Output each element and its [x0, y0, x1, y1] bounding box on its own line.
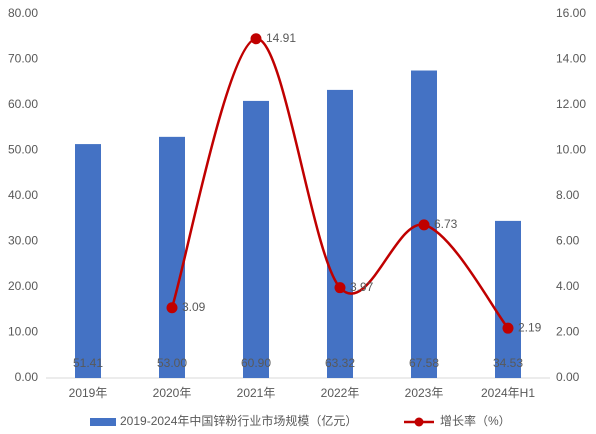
y2-tick-label: 0.00 [556, 370, 580, 384]
y-tick-label: 0.00 [15, 370, 39, 384]
bar-value-label: 60.90 [241, 356, 271, 370]
y-tick-label: 10.00 [8, 325, 38, 339]
bar [243, 100, 269, 378]
y-tick-label: 30.00 [8, 234, 38, 248]
line-value-label: 6.73 [434, 217, 458, 231]
bar-value-label: 53.00 [157, 356, 187, 370]
x-tick-label: 2021年 [237, 386, 276, 400]
line-value-label: 14.91 [266, 31, 296, 45]
line-marker [418, 219, 430, 231]
line-value-label: 3.09 [182, 300, 206, 314]
y2-tick-label: 12.00 [556, 97, 586, 111]
bar [159, 136, 185, 378]
legend-label: 增长率（%） [440, 413, 511, 428]
line-value-label: 2.19 [518, 320, 542, 334]
bar-value-label: 34.53 [493, 356, 523, 370]
y2-tick-label: 8.00 [556, 188, 580, 202]
bar [327, 89, 353, 379]
bar-value-label: 51.41 [73, 356, 103, 370]
line-marker [334, 282, 346, 294]
line-marker [502, 322, 514, 334]
y-tick-label: 70.00 [8, 52, 38, 66]
y2-tick-label: 10.00 [556, 143, 586, 157]
y-tick-label: 80.00 [8, 6, 38, 20]
x-tick-label: 2019年 [69, 386, 108, 400]
bar [495, 220, 521, 378]
bar-value-label: 63.32 [325, 356, 355, 370]
legend-swatch [90, 418, 116, 426]
line-marker [166, 302, 178, 314]
y2-tick-label: 4.00 [556, 279, 580, 293]
legend-swatch [414, 417, 424, 427]
legend-label: 2019-2024年中国锌粉行业市场规模（亿元） [120, 413, 357, 428]
y2-tick-label: 6.00 [556, 234, 580, 248]
y2-tick-label: 14.00 [556, 52, 586, 66]
y-tick-label: 50.00 [8, 143, 38, 157]
y2-tick-label: 2.00 [556, 325, 580, 339]
x-tick-label: 2023年 [405, 386, 444, 400]
line-value-label: 3.97 [350, 280, 374, 294]
y2-tick-label: 16.00 [556, 6, 586, 20]
x-tick-label: 2022年 [321, 386, 360, 400]
bar [75, 144, 101, 378]
x-tick-label: 2024年H1 [481, 386, 535, 400]
y-tick-label: 20.00 [8, 279, 38, 293]
y-tick-label: 60.00 [8, 97, 38, 111]
line-marker [250, 33, 262, 45]
bar-value-label: 67.58 [409, 356, 439, 370]
x-tick-label: 2020年 [153, 386, 192, 400]
line [170, 37, 509, 329]
y-tick-label: 40.00 [8, 188, 38, 202]
